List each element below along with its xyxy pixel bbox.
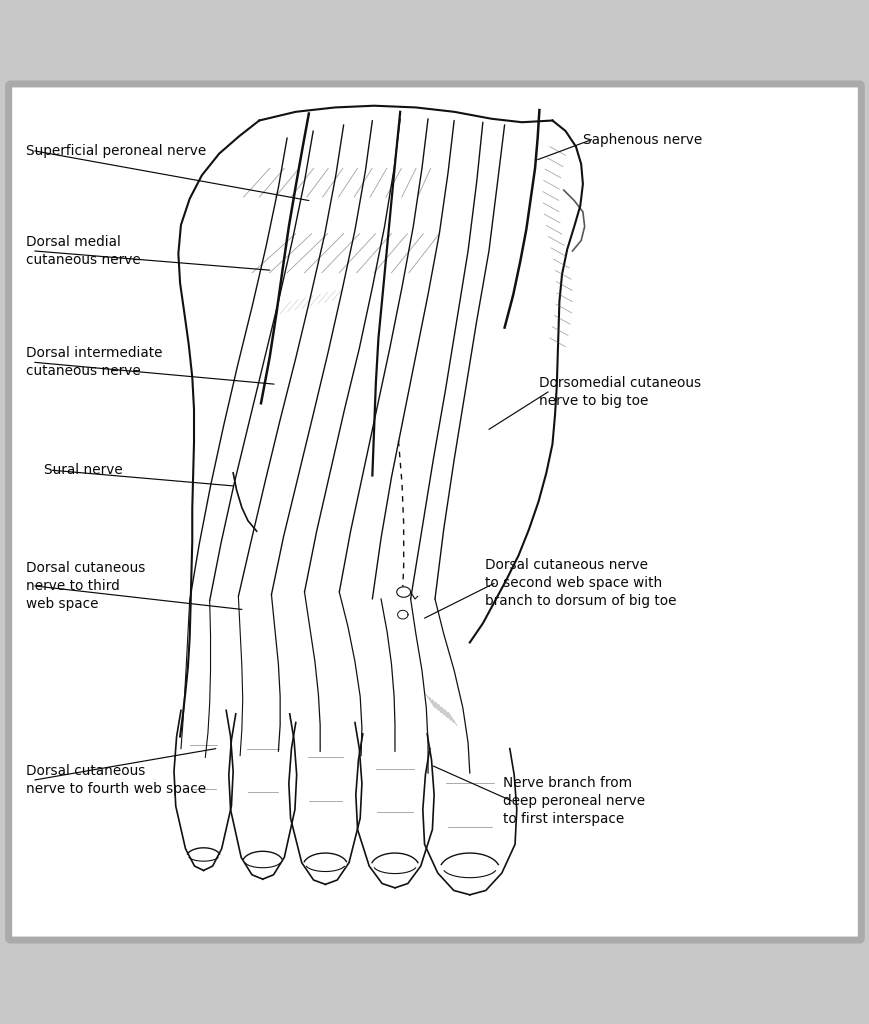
- Polygon shape: [178, 105, 582, 736]
- Polygon shape: [174, 711, 233, 870]
- Polygon shape: [355, 734, 434, 888]
- Text: Dorsomedial cutaneous
nerve to big toe: Dorsomedial cutaneous nerve to big toe: [539, 376, 700, 408]
- FancyBboxPatch shape: [9, 84, 860, 940]
- Text: Dorsal intermediate
cutaneous nerve: Dorsal intermediate cutaneous nerve: [26, 346, 163, 378]
- Text: Saphenous nerve: Saphenous nerve: [582, 133, 701, 146]
- Text: Nerve branch from
deep peroneal nerve
to first interspace: Nerve branch from deep peroneal nerve to…: [502, 776, 644, 825]
- Polygon shape: [289, 723, 362, 885]
- Text: Superficial peroneal nerve: Superficial peroneal nerve: [26, 144, 206, 158]
- Text: Sural nerve: Sural nerve: [43, 463, 123, 477]
- Polygon shape: [229, 714, 296, 880]
- Text: Dorsal cutaneous
nerve to fourth web space: Dorsal cutaneous nerve to fourth web spa…: [26, 764, 206, 796]
- Text: Dorsal medial
cutaneous nerve: Dorsal medial cutaneous nerve: [26, 236, 141, 267]
- Polygon shape: [422, 749, 516, 895]
- Text: Dorsal cutaneous nerve
to second web space with
branch to dorsum of big toe: Dorsal cutaneous nerve to second web spa…: [485, 558, 676, 608]
- Text: Dorsal cutaneous
nerve to third
web space: Dorsal cutaneous nerve to third web spac…: [26, 561, 145, 610]
